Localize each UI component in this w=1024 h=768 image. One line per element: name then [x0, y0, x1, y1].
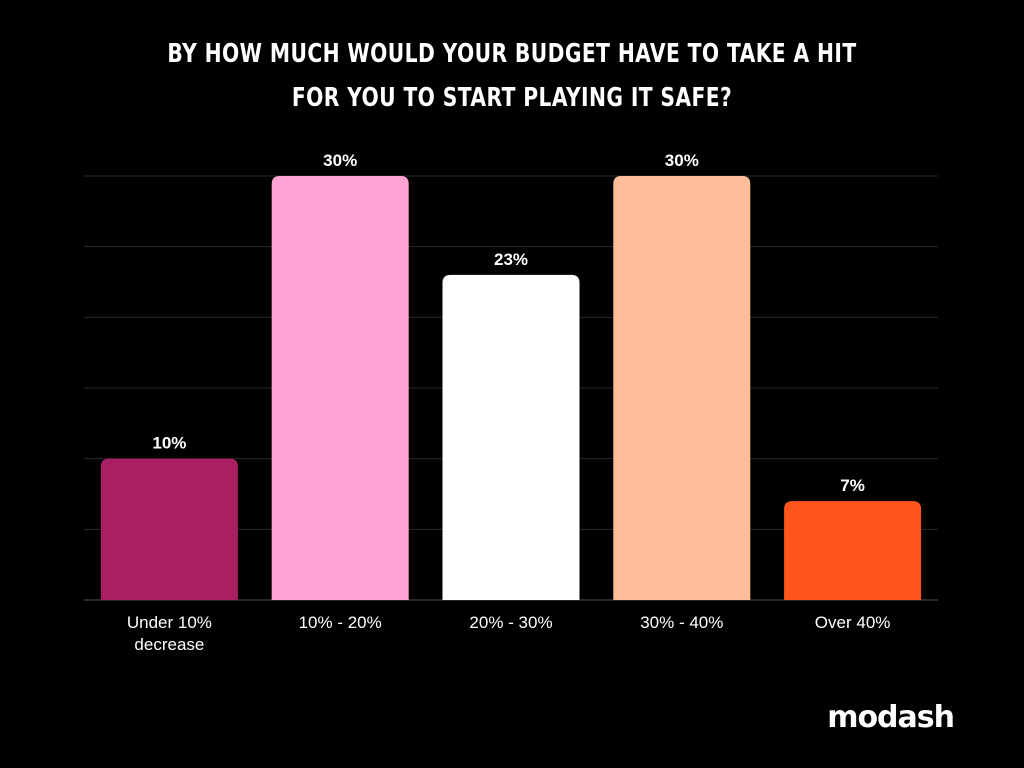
data-label-1: 10% — [152, 434, 186, 453]
category-label-5: Over 40% — [814, 613, 891, 632]
category-label-1: Under 10% decrease — [126, 613, 212, 654]
modash-logo: modash — [827, 700, 955, 735]
bar-3 — [442, 274, 580, 600]
chart-title-line-2: FOR YOU TO START PLAYING IT SAFE? — [291, 83, 733, 113]
category-label-2: 10% - 20% — [298, 613, 382, 632]
chart-title-line-1: BY HOW MUCH WOULD YOUR BUDGET HAVE TO TA… — [167, 39, 857, 69]
chart-title: BY HOW MUCH WOULD YOUR BUDGET HAVE TO TA… — [113, 32, 912, 120]
category-label-4: 30% - 40% — [640, 613, 724, 632]
bar-2 — [271, 176, 409, 600]
bar-1 — [100, 458, 238, 600]
bar-5 — [784, 501, 922, 600]
bar-4 — [613, 176, 751, 600]
data-label-2: 30% — [323, 151, 357, 170]
data-label-4: 30% — [665, 151, 699, 170]
category-label-3: 20% - 30% — [469, 613, 553, 632]
data-label-3: 23% — [494, 250, 528, 269]
data-label-5: 7% — [840, 476, 865, 495]
